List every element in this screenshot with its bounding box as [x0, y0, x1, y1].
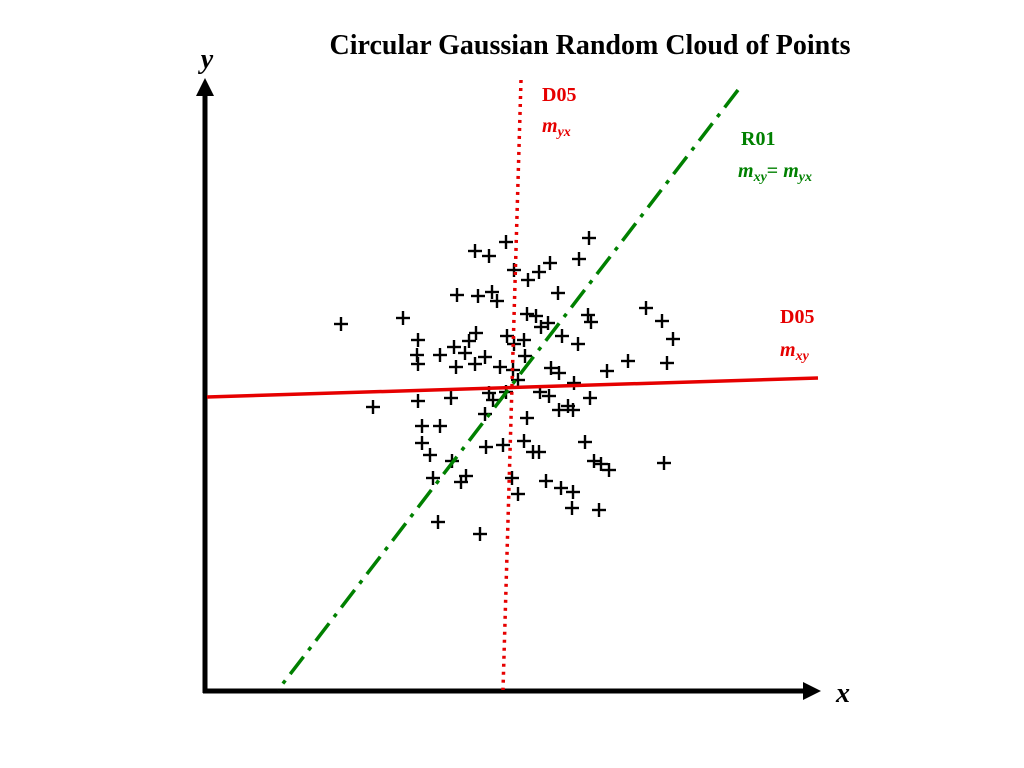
data-point: [555, 329, 569, 343]
data-point: [496, 438, 510, 452]
data-point: [444, 391, 458, 405]
data-point: [566, 485, 580, 499]
data-point: [566, 403, 580, 417]
data-point: [499, 235, 513, 249]
data-point: [621, 354, 635, 368]
data-point: [486, 393, 500, 407]
data-point: [459, 469, 473, 483]
data-point: [554, 481, 568, 495]
data-point: [600, 364, 614, 378]
data-point: [551, 286, 565, 300]
data-point: [552, 366, 566, 380]
data-point: [582, 231, 596, 245]
data-point: [471, 289, 485, 303]
data-point: [411, 394, 425, 408]
data-point: [426, 471, 440, 485]
data-point: [415, 436, 429, 450]
data-point: [415, 419, 429, 433]
data-point: [532, 265, 546, 279]
data-point: [468, 244, 482, 258]
data-point: [567, 376, 581, 390]
data-point: [458, 346, 472, 360]
data-point: [517, 333, 531, 347]
r01-line: [276, 88, 740, 692]
data-point: [578, 435, 592, 449]
r01-label: R01: [741, 128, 775, 150]
data-point: [366, 400, 380, 414]
data-point: [505, 471, 519, 485]
data-point: [411, 333, 425, 347]
data-point: [473, 527, 487, 541]
data-point: [581, 308, 595, 322]
x-axis-arrow: [803, 682, 821, 700]
data-point: [584, 315, 598, 329]
data-point: [479, 440, 493, 454]
data-point: [543, 256, 557, 270]
data-point: [485, 285, 499, 299]
data-point: [657, 456, 671, 470]
data-point: [334, 317, 348, 331]
data-point: [571, 337, 585, 351]
data-point: [552, 403, 566, 417]
data-point: [433, 348, 447, 362]
data-point: [431, 515, 445, 529]
data-point: [468, 357, 482, 371]
d05-xy-slope: mxy: [780, 339, 810, 364]
data-point: [396, 311, 410, 325]
data-point: [493, 360, 507, 374]
data-point: [572, 252, 586, 266]
d05-xy-label: D05: [780, 306, 814, 328]
data-point: [539, 474, 553, 488]
data-point: [518, 349, 532, 363]
diagram-title: Circular Gaussian Random Cloud of Points: [330, 30, 851, 61]
data-point: [411, 357, 425, 371]
data-point: [462, 334, 476, 348]
d05-xy-line: [206, 376, 819, 399]
data-point: [520, 307, 534, 321]
data-point: [511, 487, 525, 501]
data-point: [542, 389, 556, 403]
data-point: [587, 454, 601, 468]
data-point: [544, 361, 558, 375]
data-point: [583, 391, 597, 405]
data-point: [450, 288, 464, 302]
data-point: [482, 249, 496, 263]
data-point: [433, 419, 447, 433]
data-point: [478, 350, 492, 364]
data-point: [541, 316, 555, 330]
data-point: [529, 309, 543, 323]
data-point: [447, 340, 461, 354]
y-axis-arrow: [196, 78, 214, 96]
data-point: [490, 294, 504, 308]
data-point: [655, 314, 669, 328]
data-point: [449, 360, 463, 374]
data-point: [602, 463, 616, 477]
data-point: [521, 273, 535, 287]
y-axis-label: y: [198, 44, 214, 75]
data-point: [469, 326, 483, 340]
data-point: [532, 445, 546, 459]
data-point: [594, 457, 608, 471]
data-point: [592, 503, 606, 517]
x-axis-label: x: [835, 678, 850, 709]
data-point: [666, 332, 680, 346]
data-point: [517, 434, 531, 448]
data-point: [660, 356, 674, 370]
d05-yx-line: [501, 79, 523, 691]
d05-yx-label: D05: [542, 84, 576, 106]
data-point: [423, 448, 437, 462]
data-point: [511, 373, 525, 387]
data-point: [520, 411, 534, 425]
r01-slope: mxy= myx: [738, 160, 812, 185]
data-point: [565, 501, 579, 515]
d05-yx-slope: myx: [542, 115, 571, 140]
data-point: [500, 329, 514, 343]
point-cloud: [334, 231, 680, 541]
data-point: [639, 301, 653, 315]
